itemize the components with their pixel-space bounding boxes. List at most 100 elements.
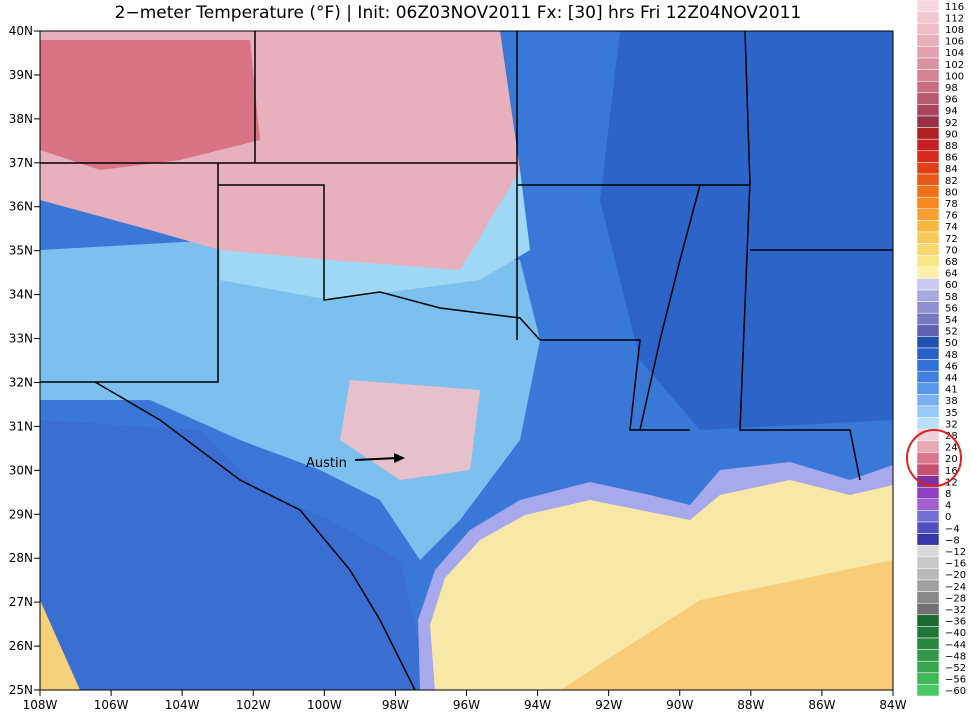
lat-label: 28N xyxy=(9,551,33,565)
colorbar-label: 58 xyxy=(945,292,958,303)
colorbar-label: 32 xyxy=(945,419,958,430)
colorbar-label: 82 xyxy=(945,176,958,187)
colorbar-cell xyxy=(916,521,940,534)
colorbar-cell xyxy=(916,649,940,662)
colorbar-cell xyxy=(916,370,940,384)
colorbar-label: 92 xyxy=(945,118,958,129)
colorbar-cell xyxy=(916,208,940,221)
colorbar-label: 80 xyxy=(945,187,958,198)
lat-label: 34N xyxy=(9,288,33,302)
colorbar-cell xyxy=(916,672,940,685)
colorbar-label: 46 xyxy=(945,361,958,372)
colorbar-cell xyxy=(916,684,940,697)
map xyxy=(40,31,893,690)
colorbar-cell xyxy=(916,637,940,650)
colorbar-cell xyxy=(916,498,940,511)
colorbar-label: 50 xyxy=(945,338,958,349)
colorbar-cell xyxy=(916,440,940,453)
colorbar-cell xyxy=(916,347,940,360)
arrow xyxy=(354,457,399,461)
lat-label: 30N xyxy=(9,463,33,477)
colorbar-cell xyxy=(916,243,940,256)
lon-label: 104W xyxy=(165,698,200,712)
lon-label: 86W xyxy=(808,698,835,712)
colorbar-cell xyxy=(916,57,940,70)
lon-label: 88W xyxy=(737,698,764,712)
colorbar-label: 8 xyxy=(945,489,951,500)
lon-label: 102W xyxy=(236,698,271,712)
colorbar-cell xyxy=(916,452,940,465)
colorbar-cell xyxy=(916,324,940,337)
colorbar-label: −44 xyxy=(945,640,966,651)
axes: 40N 39N 38N 37N 36N 35N 34N 33N 32N 31N 30N 29N 28N 2… xyxy=(9,24,907,712)
colorbar-label: 41 xyxy=(945,385,958,396)
colorbar-cell xyxy=(916,69,940,82)
colorbar-label: −8 xyxy=(945,535,960,546)
highlight-circle xyxy=(906,429,962,487)
colorbar-cell xyxy=(916,162,940,175)
colorbar-cell xyxy=(916,138,940,152)
colorbar-cell xyxy=(916,34,940,47)
colorbar-label: −24 xyxy=(945,582,966,593)
lat-label: 38N xyxy=(9,112,33,126)
colorbar-cell xyxy=(916,254,940,268)
colorbar-cell xyxy=(916,266,940,279)
colorbar-label: 38 xyxy=(945,396,958,407)
colorbar-label: 94 xyxy=(945,106,958,117)
lat-label: 29N xyxy=(9,507,33,521)
colorbar-cell xyxy=(916,46,940,59)
lon-label: 98W xyxy=(382,698,409,712)
colorbar-label: 16 xyxy=(945,466,958,477)
colorbar-label: −32 xyxy=(945,605,966,616)
colorbar-label: −60 xyxy=(945,686,966,697)
colorbar-label: 68 xyxy=(945,257,958,268)
lat-label: 40N xyxy=(9,24,33,38)
title: 2−meter Temperature (°F) | Init: 06Z03NO… xyxy=(115,3,802,23)
colorbar-label: 86 xyxy=(945,153,958,164)
colorbar-cell xyxy=(916,556,940,569)
colorbar-label: −56 xyxy=(945,675,966,686)
colorbar-cell xyxy=(916,510,940,523)
colorbar-cell xyxy=(916,80,940,94)
lon-label: 92W xyxy=(595,698,622,712)
colorbar-label: 64 xyxy=(945,269,958,280)
colorbar-label: −28 xyxy=(945,593,966,604)
colorbar-cell xyxy=(916,336,940,349)
colorbar-label: 24 xyxy=(945,443,958,454)
colorbar-label: 78 xyxy=(945,199,958,210)
colorbar-label: 60 xyxy=(945,280,958,291)
lon-label: 96W xyxy=(453,698,480,712)
lon-label: 100W xyxy=(307,698,342,712)
colorbar-label: 70 xyxy=(945,245,958,256)
colorbar-cell xyxy=(916,278,940,291)
colorbar-label: 20 xyxy=(945,454,958,465)
colorbar-cell xyxy=(916,614,940,627)
colorbar-label: 88 xyxy=(945,141,958,152)
colorbar-label: 72 xyxy=(945,234,958,245)
colorbar-label: 104 xyxy=(945,48,964,59)
colorbar-label: −40 xyxy=(945,628,966,639)
colorbar-label: 52 xyxy=(945,327,958,338)
lat-label: 36N xyxy=(9,200,33,214)
colorbar-cell xyxy=(916,104,940,117)
colorbar-cell xyxy=(916,312,940,326)
colorbar-cell xyxy=(916,0,940,12)
colorbar-label: 74 xyxy=(945,222,958,233)
lat-label: 37N xyxy=(9,156,33,170)
colorbar-label: 12 xyxy=(945,477,958,488)
colorbar-label: −48 xyxy=(945,651,966,662)
colorbar-label: 54 xyxy=(945,315,958,326)
colorbar-label: 112 xyxy=(945,13,964,24)
colorbar-label: 76 xyxy=(945,211,958,222)
colorbar-label: −12 xyxy=(945,547,966,558)
lon-label: 108W xyxy=(23,698,58,712)
lon-label: 94W xyxy=(524,698,551,712)
colorbar-cell xyxy=(916,591,940,604)
colorbar-label: −4 xyxy=(945,524,960,535)
colorbar-label: 35 xyxy=(945,408,958,419)
lat-label: 39N xyxy=(9,68,33,82)
colorbar-cell xyxy=(916,127,940,140)
colorbar-cell xyxy=(916,626,940,639)
